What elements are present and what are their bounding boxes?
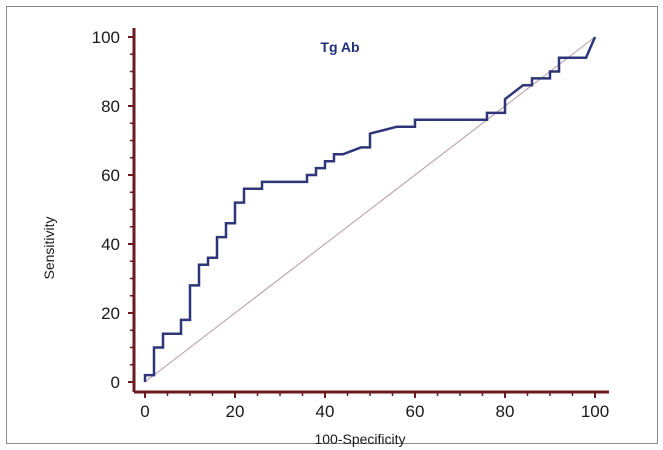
- y-tick-label: 20: [101, 304, 120, 323]
- x-tick-label: 60: [406, 402, 425, 421]
- x-tick-label: 100: [581, 402, 609, 421]
- reference-diagonal-line: [144, 36, 596, 383]
- y-tick-label: 0: [111, 373, 120, 392]
- y-axis-title: Sensitivity: [41, 216, 57, 279]
- y-tick-label: 80: [101, 97, 120, 116]
- x-tick-label: 20: [226, 402, 245, 421]
- y-tick-label: 40: [101, 235, 120, 254]
- y-tick-label: 100: [92, 28, 120, 47]
- x-tick-label: 80: [496, 402, 515, 421]
- x-axis-title: 100-Specificity: [314, 431, 405, 447]
- chart-frame: [6, 6, 658, 444]
- roc-curve-line: [143, 36, 597, 382]
- x-tick-label: 0: [140, 402, 149, 421]
- chart-title: Tg Ab: [320, 39, 359, 55]
- x-tick-label: 40: [316, 402, 335, 421]
- y-tick-label: 60: [101, 166, 120, 185]
